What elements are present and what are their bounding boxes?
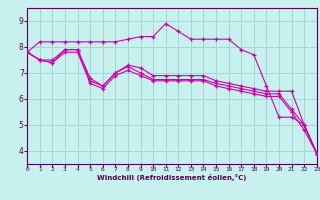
X-axis label: Windchill (Refroidissement éolien,°C): Windchill (Refroidissement éolien,°C) xyxy=(97,174,247,181)
